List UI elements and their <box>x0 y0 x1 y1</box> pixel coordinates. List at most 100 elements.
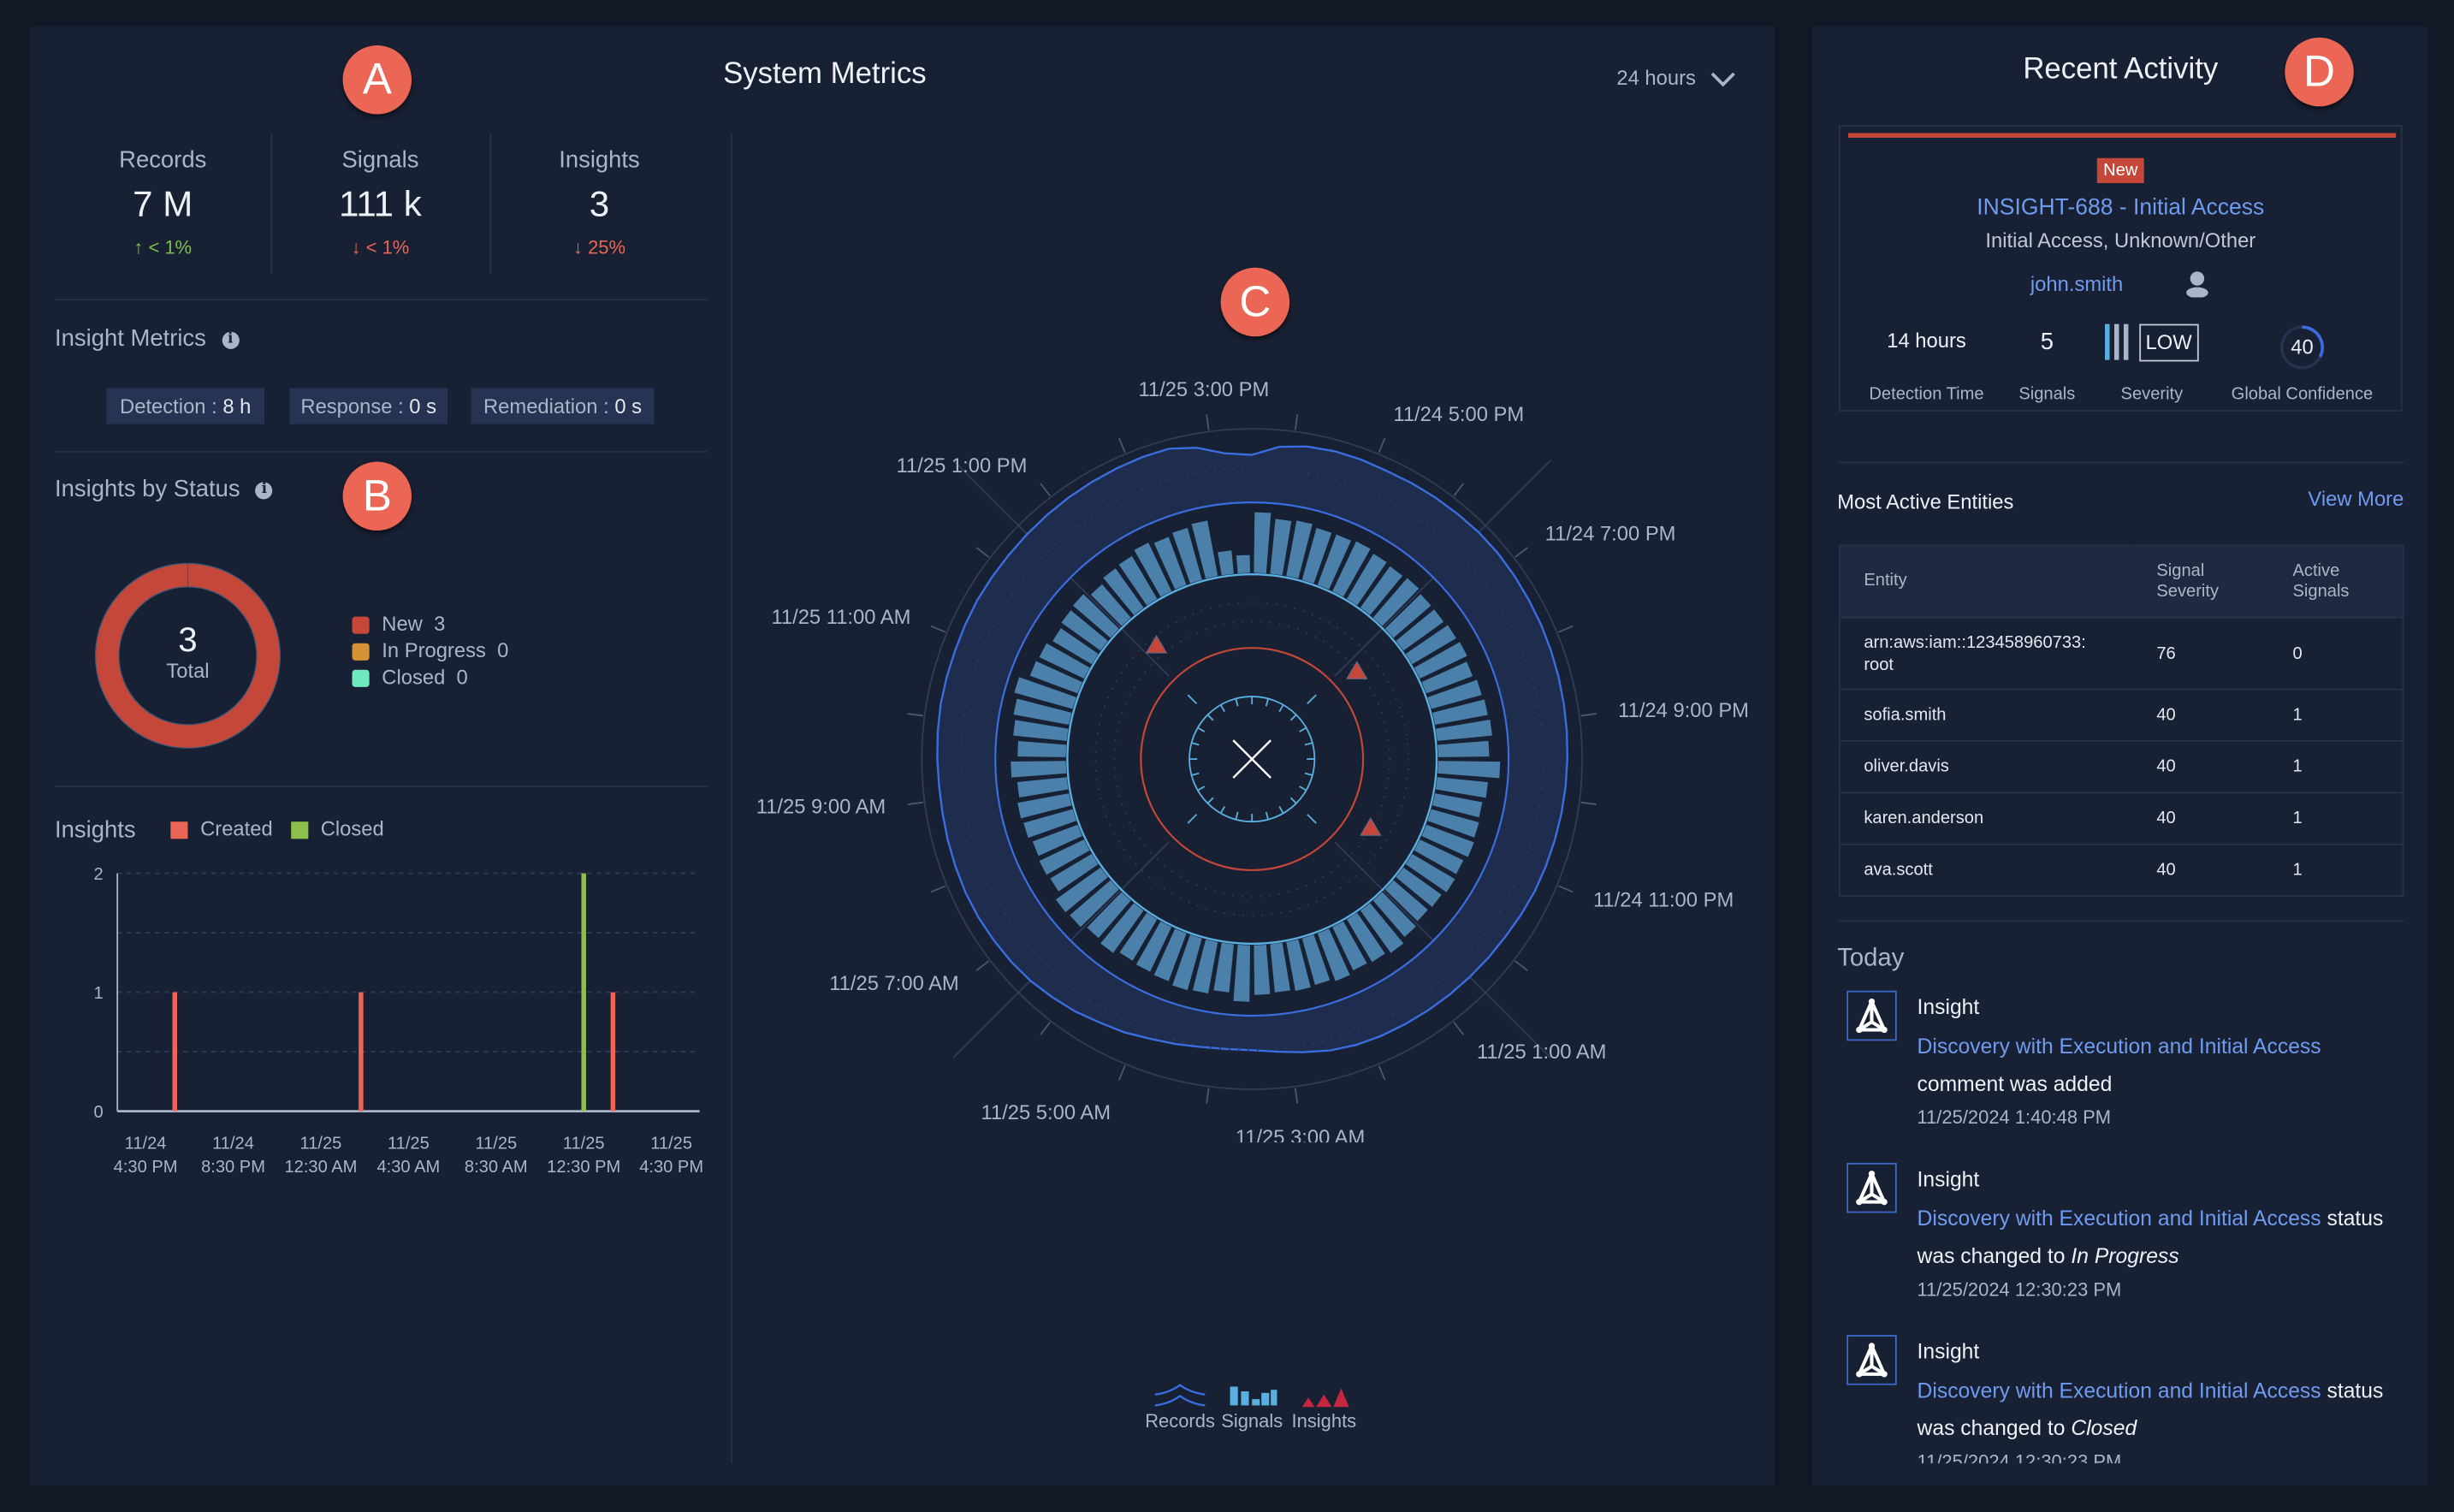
signal-bar[interactable] <box>1421 824 1474 857</box>
bar-created[interactable] <box>610 992 616 1112</box>
signal-bar[interactable] <box>1013 698 1072 726</box>
signal-bar[interactable] <box>1236 554 1251 574</box>
signal-bar[interactable] <box>1017 777 1069 798</box>
signal-bar[interactable] <box>1090 584 1131 626</box>
signal-bar[interactable] <box>1192 939 1218 994</box>
signal-bar[interactable] <box>1405 625 1456 665</box>
activity-insight-link[interactable]: Discovery with Execution and Initial Acc… <box>1917 1207 2321 1230</box>
signal-bar[interactable] <box>1017 741 1067 757</box>
entity-link[interactable]: sofia.smith <box>1839 688 2133 742</box>
signal-bar[interactable] <box>1118 555 1158 606</box>
table-row[interactable]: ava.scott 40 1 <box>1839 843 2404 897</box>
signal-bar[interactable] <box>1360 903 1404 953</box>
signal-bar[interactable] <box>1432 793 1483 818</box>
signal-bar[interactable] <box>1050 853 1099 892</box>
signal-bar[interactable] <box>1332 541 1371 597</box>
insight-title-link[interactable]: INSIGHT-688 - Initial Access <box>1977 195 2265 221</box>
signal-bar[interactable] <box>1396 867 1442 907</box>
signal-bar[interactable] <box>1218 550 1234 576</box>
signal-bar[interactable] <box>1437 740 1490 757</box>
signal-bar[interactable] <box>1301 527 1332 584</box>
signal-bar[interactable] <box>1029 661 1082 694</box>
signal-bar[interactable] <box>1317 928 1350 981</box>
signal-bar[interactable] <box>1414 642 1467 679</box>
signal-bar[interactable] <box>1023 809 1076 839</box>
signal-bar[interactable] <box>1172 934 1202 991</box>
column-header-active-signals[interactable]: Active Signals <box>2269 545 2404 618</box>
signal-bar[interactable] <box>1172 527 1202 584</box>
signal-bar[interactable] <box>1427 679 1482 709</box>
user-link[interactable]: john.smith <box>2030 272 2124 296</box>
signal-bar[interactable] <box>1372 578 1420 626</box>
signal-bar[interactable] <box>1396 609 1444 651</box>
activity-insight-link[interactable]: Discovery with Execution and Initial Acc… <box>1917 1379 2321 1402</box>
signal-bar[interactable] <box>1153 928 1187 981</box>
signal-bar[interactable] <box>1119 912 1158 961</box>
signal-bar[interactable] <box>1435 719 1492 741</box>
bar-closed[interactable] <box>581 873 586 1112</box>
signal-bar[interactable] <box>1070 880 1119 928</box>
signal-bar[interactable] <box>1435 777 1489 798</box>
signal-bar[interactable] <box>1134 543 1172 597</box>
signal-bar[interactable] <box>1032 824 1082 857</box>
entity-link[interactable]: oliver.davis <box>1839 740 2133 793</box>
time-range-dropdown[interactable]: 24 hours <box>1616 66 1736 89</box>
table-row[interactable]: karen.anderson 40 1 <box>1839 792 2404 845</box>
signal-bar[interactable] <box>1017 793 1072 819</box>
signal-bar[interactable] <box>1301 934 1331 985</box>
signal-bar[interactable] <box>1191 520 1218 579</box>
signal-bar[interactable] <box>1135 921 1172 972</box>
insight-marker[interactable] <box>1145 634 1168 654</box>
signal-bar[interactable] <box>1332 921 1367 971</box>
signal-bar[interactable] <box>1270 942 1291 993</box>
table-row[interactable]: arn:aws:iam::123458960733: root 76 0 <box>1839 616 2404 690</box>
view-more-link[interactable]: View More <box>2308 486 2404 511</box>
signal-bar[interactable] <box>1014 677 1076 709</box>
signal-bar[interactable] <box>1213 942 1234 993</box>
signal-bar[interactable] <box>1103 568 1144 615</box>
signal-bar[interactable] <box>1011 761 1067 778</box>
signal-bar[interactable] <box>1437 761 1501 779</box>
signal-bar[interactable] <box>1347 554 1387 606</box>
info-icon[interactable]: i <box>255 481 273 499</box>
status-legend-item[interactable]: Closed 0 <box>352 663 509 690</box>
signal-bar[interactable] <box>1384 880 1428 922</box>
entity-link[interactable]: ava.scott <box>1839 843 2133 897</box>
signal-bar[interactable] <box>1347 912 1385 963</box>
signal-bar[interactable] <box>1270 519 1292 576</box>
column-header-entity[interactable]: Entity <box>1839 545 2133 618</box>
insight-marker[interactable] <box>1345 661 1368 679</box>
signal-bar[interactable] <box>1427 809 1479 838</box>
signal-bar[interactable] <box>1384 594 1432 638</box>
signal-bar[interactable] <box>1100 903 1144 953</box>
reset-x-icon[interactable] <box>1232 739 1271 779</box>
column-header-signal-severity[interactable]: Signal Severity <box>2132 545 2270 618</box>
signal-bar[interactable] <box>1254 512 1271 574</box>
insight-marker[interactable] <box>1359 817 1382 836</box>
signal-bar[interactable] <box>1414 839 1464 875</box>
signal-bar[interactable] <box>1061 610 1108 651</box>
signal-bar[interactable] <box>1286 520 1313 579</box>
bar-created[interactable] <box>172 992 177 1112</box>
signal-bar[interactable] <box>1405 853 1455 892</box>
activity-insight-link[interactable]: Discovery with Execution and Initial Acc… <box>1917 1034 2321 1058</box>
signal-bar[interactable] <box>1317 534 1351 590</box>
signal-bar[interactable] <box>1087 892 1131 939</box>
insight-card[interactable] <box>1839 125 2403 412</box>
status-legend-item[interactable]: In Progress 0 <box>352 637 508 663</box>
signal-bar[interactable] <box>1039 643 1090 679</box>
entity-link[interactable]: arn:aws:iam::123458960733: root <box>1839 616 2133 690</box>
signal-bar[interactable] <box>1072 594 1119 638</box>
signal-bar[interactable] <box>1055 867 1108 913</box>
signal-bar[interactable] <box>1254 944 1271 995</box>
signal-bar[interactable] <box>1372 892 1416 938</box>
entity-link[interactable]: karen.anderson <box>1839 792 2133 845</box>
signal-bar[interactable] <box>1421 661 1473 694</box>
signal-bar[interactable] <box>1432 699 1488 726</box>
table-row[interactable]: sofia.smith 40 1 <box>1839 688 2404 742</box>
signal-bar[interactable] <box>1286 939 1311 991</box>
signal-bar[interactable] <box>1153 537 1187 590</box>
signal-bar[interactable] <box>1052 628 1099 665</box>
bar-created[interactable] <box>359 992 364 1112</box>
status-legend-item[interactable]: New 3 <box>352 610 509 637</box>
